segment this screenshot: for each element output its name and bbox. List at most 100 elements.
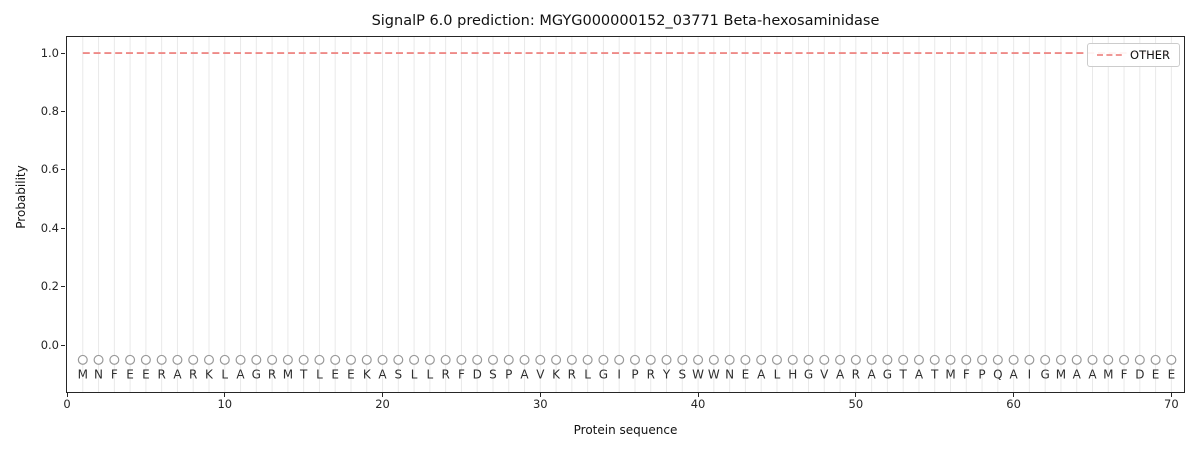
x-tick-mark — [66, 393, 68, 397]
residue-letter: M — [1056, 367, 1066, 381]
residue-letter: W — [708, 367, 720, 381]
residue-letter: L — [221, 367, 228, 381]
residue-letter: A — [868, 367, 877, 381]
residue-marker — [235, 354, 246, 365]
legend-label-other: OTHER — [1130, 48, 1170, 62]
residue-marker — [582, 354, 593, 365]
residue-marker — [740, 354, 751, 365]
x-tick-mark — [382, 393, 384, 397]
residue-marker — [1087, 354, 1098, 365]
residue-marker — [551, 354, 562, 365]
residue-marker — [519, 354, 530, 365]
residue-marker — [409, 354, 420, 365]
y-tick-label: 1.0 — [40, 45, 59, 60]
residue-letter: N — [725, 367, 734, 381]
residue-letter: S — [678, 367, 686, 381]
residue-letter: A — [1073, 367, 1082, 381]
residue-letter: E — [1152, 367, 1160, 381]
x-tick-label: 30 — [532, 397, 548, 411]
residue-letter: T — [299, 367, 308, 381]
residue-marker — [440, 354, 451, 365]
residue-marker — [566, 354, 577, 365]
residue-letter: M — [283, 367, 293, 381]
x-tick-mark — [1170, 393, 1172, 397]
residue-letter: V — [820, 367, 829, 381]
residue-marker — [487, 354, 498, 365]
residue-letter: A — [836, 367, 845, 381]
residue-letter: E — [1168, 367, 1176, 381]
residue-letter: A — [378, 367, 387, 381]
residue-letter: F — [111, 367, 118, 381]
legend: OTHER — [1087, 43, 1180, 67]
residue-letter: T — [930, 367, 939, 381]
y-tick-label: 0.4 — [40, 220, 59, 235]
residue-marker — [1134, 354, 1145, 365]
residue-letter: N — [94, 367, 103, 381]
residue-marker — [866, 354, 877, 365]
y-tick-mark — [61, 286, 65, 288]
residue-letter: A — [915, 367, 924, 381]
residue-letter: I — [617, 367, 621, 381]
residue-marker — [977, 354, 988, 365]
residue-marker — [267, 354, 278, 365]
residue-letter: A — [1010, 367, 1019, 381]
residue-letter: M — [78, 367, 88, 381]
residue-marker — [598, 354, 609, 365]
residue-letter: Q — [993, 367, 1002, 381]
residue-marker — [992, 354, 1003, 365]
x-tick-label: 50 — [848, 397, 864, 411]
residue-marker — [803, 354, 814, 365]
residue-marker — [219, 354, 230, 365]
y-tick-mark — [61, 227, 65, 229]
residue-marker — [77, 354, 88, 365]
residue-marker — [961, 354, 972, 365]
residue-letter: I — [1028, 367, 1032, 381]
residue-letter: A — [520, 367, 529, 381]
y-tick-mark — [61, 344, 65, 346]
residue-letter: F — [458, 367, 465, 381]
residue-letter: P — [978, 367, 985, 381]
residue-marker — [1103, 354, 1114, 365]
residue-marker — [945, 354, 956, 365]
residue-letter: E — [742, 367, 750, 381]
residue-marker — [188, 354, 199, 365]
residue-marker — [787, 354, 798, 365]
residue-letter: H — [788, 367, 797, 381]
residue-letter: L — [427, 367, 434, 381]
residue-marker — [503, 354, 514, 365]
residue-letter: K — [363, 367, 372, 381]
residue-letter: L — [411, 367, 418, 381]
x-tick-mark — [224, 393, 226, 397]
residue-marker — [282, 354, 293, 365]
residue-marker — [724, 354, 735, 365]
residue-letter: F — [963, 367, 970, 381]
residue-marker — [1008, 354, 1019, 365]
residue-marker — [1166, 354, 1177, 365]
residue-letter: L — [774, 367, 781, 381]
legend-other-line-icon — [1097, 54, 1123, 56]
residue-marker — [771, 354, 782, 365]
residue-letter: L — [584, 367, 591, 381]
y-tick-mark — [61, 111, 65, 112]
residue-marker — [756, 354, 767, 365]
residue-marker — [882, 354, 893, 365]
residue-marker — [456, 354, 467, 365]
residue-letter: M — [945, 367, 955, 381]
residue-letter: G — [252, 367, 261, 381]
x-tick-label: 10 — [217, 397, 233, 411]
residue-letter: R — [441, 367, 449, 381]
x-tick-mark — [539, 393, 541, 397]
chart-title: SignalP 6.0 prediction: MGYG000000152_03… — [371, 13, 880, 29]
residue-letter: P — [631, 367, 638, 381]
x-tick-label: 60 — [1006, 397, 1021, 411]
residue-marker — [314, 354, 325, 365]
residue-marker — [629, 354, 640, 365]
residue-letter: R — [157, 367, 165, 381]
residue-marker — [708, 354, 719, 365]
residue-letter: A — [757, 367, 766, 381]
residue-letter: R — [268, 367, 276, 381]
residue-marker — [125, 354, 136, 365]
residue-marker — [835, 354, 846, 365]
